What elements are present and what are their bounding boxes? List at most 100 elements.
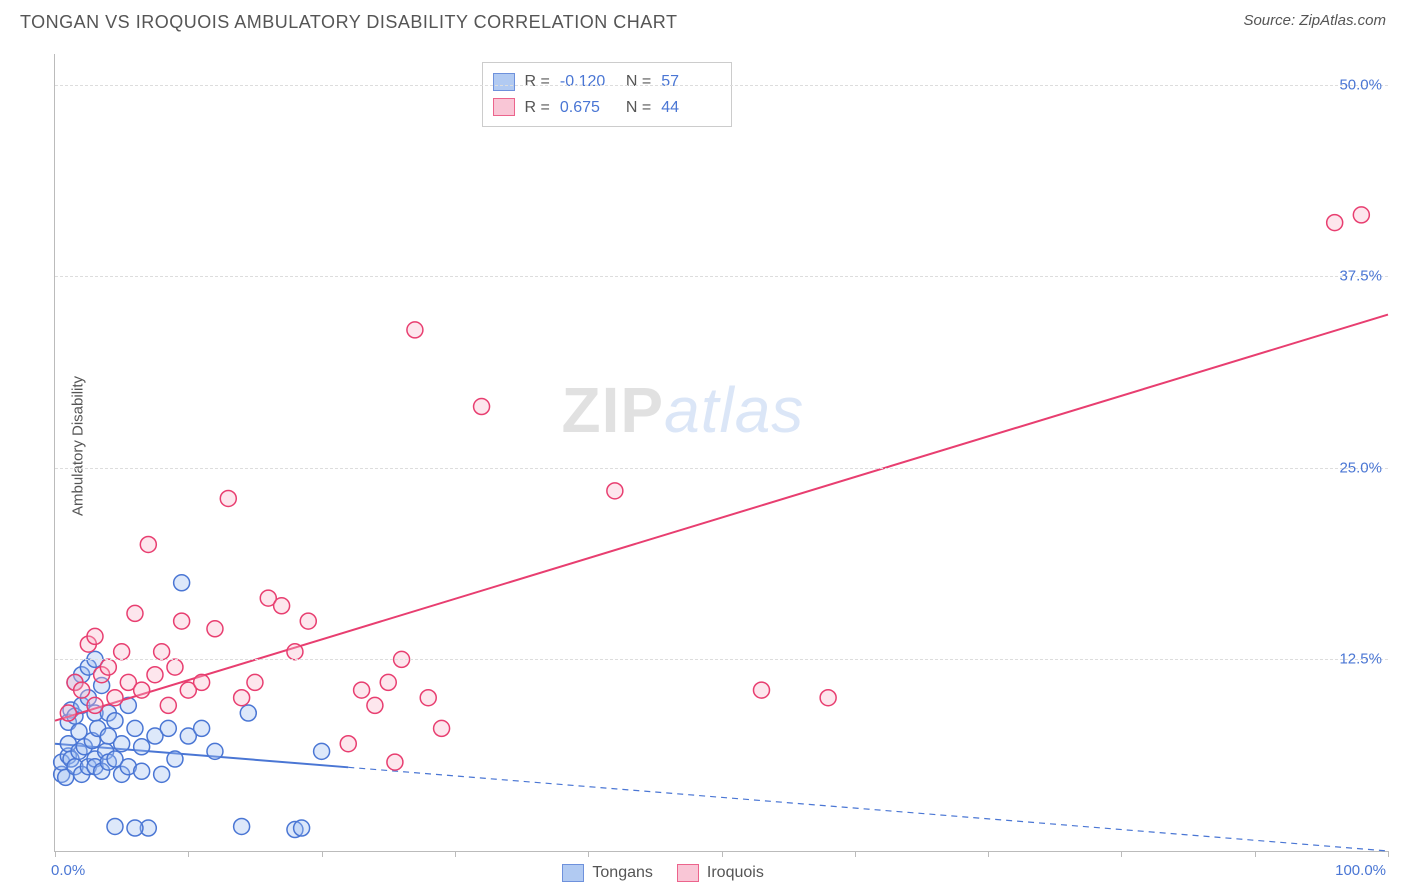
data-point <box>207 743 223 759</box>
data-point <box>474 399 490 415</box>
data-point <box>154 644 170 660</box>
x-tick <box>1388 851 1389 857</box>
y-tick-label: 50.0% <box>1339 76 1382 93</box>
data-point <box>314 743 330 759</box>
gridline-h <box>55 468 1388 469</box>
data-point <box>127 720 143 736</box>
x-tick <box>188 851 189 857</box>
data-point <box>194 720 210 736</box>
data-point <box>87 697 103 713</box>
data-point <box>87 628 103 644</box>
x-tick <box>455 851 456 857</box>
data-point <box>420 690 436 706</box>
x-axis-label: 100.0% <box>1335 862 1386 879</box>
y-tick-label: 25.0% <box>1339 459 1382 476</box>
data-point <box>167 659 183 675</box>
x-tick <box>55 851 56 857</box>
legend-item: Tongans <box>562 864 653 882</box>
data-point <box>160 720 176 736</box>
data-point <box>100 659 116 675</box>
data-point <box>114 644 130 660</box>
legend-bottom: Tongans Iroquois <box>562 864 763 882</box>
data-point <box>287 644 303 660</box>
data-point <box>240 705 256 721</box>
stat-r-value: 0.675 <box>560 95 616 121</box>
data-point <box>107 690 123 706</box>
data-point <box>367 697 383 713</box>
x-tick <box>1121 851 1122 857</box>
gridline-h <box>55 85 1388 86</box>
stat-n-label: N = <box>626 95 651 121</box>
x-tick <box>588 851 589 857</box>
data-point <box>1327 215 1343 231</box>
stat-n-label: N = <box>626 69 651 95</box>
data-point <box>134 763 150 779</box>
source-attribution: Source: ZipAtlas.com <box>1243 12 1386 29</box>
data-point <box>607 483 623 499</box>
legend-swatch <box>677 864 699 882</box>
data-point <box>434 720 450 736</box>
stat-r-label: R = <box>525 69 550 95</box>
x-axis-label: 0.0% <box>51 862 85 879</box>
data-point <box>220 490 236 506</box>
data-point <box>234 818 250 834</box>
data-point <box>154 766 170 782</box>
data-point <box>354 682 370 698</box>
stats-row: R = -0.120 N = 57 <box>493 69 718 95</box>
data-point <box>140 536 156 552</box>
data-point <box>294 820 310 836</box>
x-tick <box>322 851 323 857</box>
data-point <box>820 690 836 706</box>
data-point <box>274 598 290 614</box>
series-swatch <box>493 98 515 116</box>
x-tick <box>722 851 723 857</box>
gridline-h <box>55 276 1388 277</box>
data-point <box>114 736 130 752</box>
data-point <box>753 682 769 698</box>
data-point <box>127 605 143 621</box>
x-tick <box>855 851 856 857</box>
legend-swatch <box>562 864 584 882</box>
data-point <box>194 674 210 690</box>
data-point <box>107 818 123 834</box>
data-point <box>74 682 90 698</box>
x-tick <box>1255 851 1256 857</box>
data-point <box>174 575 190 591</box>
chart-title: TONGAN VS IROQUOIS AMBULATORY DISABILITY… <box>20 12 677 33</box>
data-point <box>387 754 403 770</box>
data-point <box>134 739 150 755</box>
data-point <box>60 705 76 721</box>
correlation-stats-box: R = -0.120 N = 57 R = 0.675 N = 44 <box>482 62 733 127</box>
data-point <box>167 751 183 767</box>
data-point <box>300 613 316 629</box>
trend-line-dashed <box>348 767 1388 851</box>
scatter-plot-svg <box>55 54 1388 851</box>
data-point <box>160 697 176 713</box>
x-tick <box>988 851 989 857</box>
data-point <box>147 667 163 683</box>
series-swatch <box>493 73 515 91</box>
data-point <box>127 820 143 836</box>
stat-r-label: R = <box>525 95 550 121</box>
stat-n-value: 57 <box>661 69 717 95</box>
data-point <box>380 674 396 690</box>
data-point <box>174 613 190 629</box>
legend-label: Tongans <box>592 864 653 882</box>
data-point <box>340 736 356 752</box>
stat-n-value: 44 <box>661 95 717 121</box>
data-point <box>247 674 263 690</box>
legend-item: Iroquois <box>677 864 764 882</box>
chart-area: ZIPatlas R = -0.120N = 57R = 0.675N = 44… <box>54 54 1388 852</box>
gridline-h <box>55 659 1388 660</box>
data-point <box>207 621 223 637</box>
data-point <box>407 322 423 338</box>
y-tick-label: 37.5% <box>1339 268 1382 285</box>
data-point <box>1353 207 1369 223</box>
stats-row: R = 0.675 N = 44 <box>493 95 718 121</box>
y-tick-label: 12.5% <box>1339 651 1382 668</box>
data-point <box>234 690 250 706</box>
stat-r-value: -0.120 <box>560 69 616 95</box>
data-point <box>107 713 123 729</box>
legend-label: Iroquois <box>707 864 764 882</box>
data-point <box>134 682 150 698</box>
